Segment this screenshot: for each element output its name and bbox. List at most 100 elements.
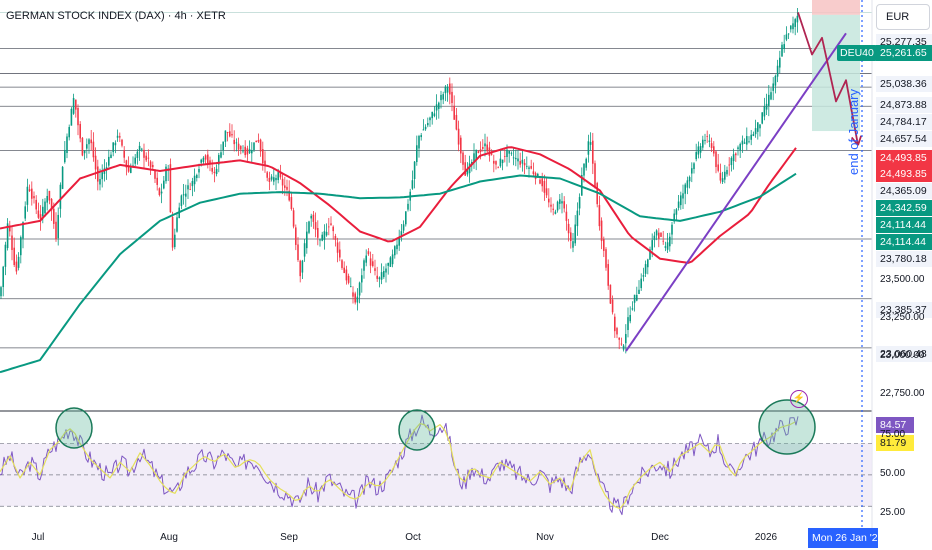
candle-body	[286, 186, 288, 190]
currency-button[interactable]: EUR	[876, 4, 930, 30]
candle-body	[110, 154, 112, 159]
candle-body	[466, 169, 469, 175]
candle-body	[136, 151, 139, 158]
candle-body	[308, 221, 310, 233]
candle-body	[330, 223, 332, 225]
candle-body	[576, 210, 579, 227]
candle-body	[33, 196, 35, 199]
candle-body	[134, 157, 136, 164]
candle-body	[620, 343, 623, 345]
price-label: 23,385.37	[876, 302, 932, 318]
candle-body	[229, 131, 231, 137]
time-tick: Dec	[651, 532, 669, 543]
candle-body	[796, 15, 799, 23]
candle-body	[88, 139, 90, 145]
candle-body	[644, 264, 647, 274]
candle-body	[532, 171, 535, 175]
candle-body	[521, 159, 524, 164]
candle-body	[691, 168, 693, 174]
candle-body	[680, 195, 682, 206]
candle-body	[336, 242, 339, 253]
candle-body	[204, 155, 207, 160]
candle-body	[552, 208, 554, 210]
price-label: 24,657.54	[876, 131, 932, 147]
candle-body	[77, 107, 79, 126]
candle-body	[251, 150, 253, 154]
candle-body	[317, 228, 319, 238]
candle-body	[435, 104, 438, 111]
candle-body	[442, 94, 444, 100]
candle-body	[268, 177, 271, 182]
candle-body	[222, 141, 224, 151]
candle-body	[224, 130, 227, 142]
candle-body	[750, 134, 752, 140]
candle-body	[83, 150, 86, 154]
candle-body	[295, 227, 297, 245]
candle-body	[402, 224, 405, 231]
candle-body	[281, 178, 284, 186]
candle-body	[583, 163, 585, 176]
candle-body	[418, 135, 420, 149]
candle-body	[112, 142, 114, 153]
candle-body	[248, 149, 251, 154]
candle-body	[543, 181, 546, 193]
candle-body	[486, 144, 488, 152]
candle-body	[264, 160, 266, 166]
candle-body	[444, 86, 447, 94]
candle-body	[629, 314, 631, 322]
candle-body	[79, 123, 81, 139]
candle-body	[358, 282, 361, 296]
candle-body	[757, 122, 759, 132]
candle-body	[636, 294, 638, 301]
candle-body	[717, 164, 719, 171]
candle-body	[211, 167, 213, 172]
candle-body	[482, 147, 484, 149]
stop-zone	[812, 0, 860, 15]
candle-body	[433, 113, 436, 117]
candle-body	[99, 179, 101, 185]
candle-body	[119, 136, 121, 138]
rsi-highlight-circle	[55, 407, 93, 449]
candle-body	[163, 180, 165, 189]
candle-body	[664, 246, 667, 248]
rsi-line	[0, 414, 799, 516]
candle-body	[185, 193, 187, 197]
candle-body	[343, 267, 345, 274]
candle-body	[200, 159, 202, 163]
candle-body	[713, 146, 715, 154]
candle-body	[145, 155, 147, 161]
candle-body	[270, 176, 273, 180]
candle-body	[215, 168, 218, 175]
candle-body	[655, 230, 658, 236]
moving-average-fast	[0, 146, 797, 264]
candle-body	[785, 34, 788, 40]
candle-body	[233, 139, 235, 145]
candle-body	[728, 164, 730, 166]
candle-body	[383, 271, 385, 278]
candle-body	[770, 92, 772, 100]
candle-body	[737, 147, 739, 150]
chart-title: GERMAN STOCK INDEX (DAX) · 4h · XETR	[6, 10, 226, 22]
candle-body	[416, 145, 418, 163]
projection-arrow	[797, 12, 859, 146]
candle-body	[484, 143, 486, 147]
candle-body	[519, 161, 521, 165]
candle-body	[768, 94, 770, 106]
candle-body	[578, 197, 581, 209]
annotation-end-of-january: end of January	[846, 88, 861, 175]
symbol-label: DEU40	[837, 45, 877, 61]
lightning-icon[interactable]: ⚡	[790, 390, 808, 408]
candle-body	[15, 261, 18, 272]
candle-body	[605, 249, 607, 268]
rsi-label: 84.57	[876, 417, 914, 433]
candle-body	[385, 268, 387, 273]
candle-body	[763, 106, 766, 117]
candle-body	[299, 260, 301, 277]
candle-body	[671, 224, 673, 235]
candle-body	[235, 142, 238, 144]
candle-body	[515, 157, 517, 160]
candle-body	[545, 188, 548, 196]
candle-body	[209, 160, 211, 164]
candle-body	[44, 201, 46, 214]
